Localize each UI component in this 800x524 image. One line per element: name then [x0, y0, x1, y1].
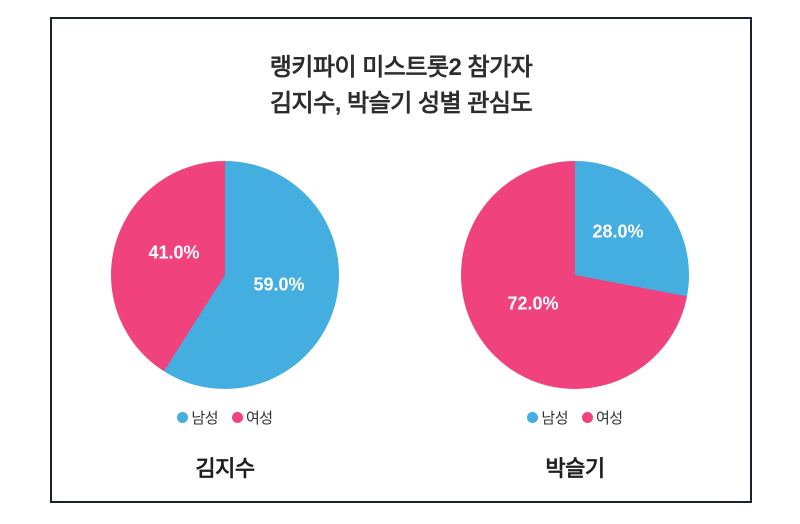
pie-label-male-pct: 28.0%: [592, 221, 644, 242]
pie-kimjisoo: 41.0% 59.0%: [111, 161, 339, 389]
male-legend-dot-icon: [527, 411, 539, 423]
legend-label-female: 여성: [596, 409, 623, 427]
pie-label-female-pct: 41.0%: [148, 242, 200, 263]
legend-label-female: 여성: [246, 409, 273, 427]
male-legend-dot-icon: [177, 411, 189, 423]
pie-parkseulgi: 28.0% 72.0%: [461, 161, 689, 389]
legend-item-female: 여성: [582, 407, 623, 428]
pie-label-male-pct: 59.0%: [253, 274, 305, 295]
chart-title-line1: 랭키파이 미스트롯2 참가자: [269, 54, 533, 81]
pie-label-female-pct: 72.0%: [507, 293, 559, 314]
pie-chart-parkseulgi: 28.0% 72.0% 남성 여성 박슬기: [410, 161, 740, 483]
legend-item-female: 여성: [232, 407, 273, 428]
female-legend-dot-icon: [582, 411, 593, 423]
chart-title: 랭키파이 미스트롯2 참가자 김지수, 박슬기 성별 관심도: [52, 50, 750, 122]
chart-frame: 랭키파이 미스트롯2 참가자 김지수, 박슬기 성별 관심도 41.0% 59.…: [50, 17, 752, 503]
chart-name-parkseulgi: 박슬기: [545, 456, 605, 481]
legend: 남성 여성: [410, 407, 740, 427]
legend-item-male: 남성: [527, 407, 568, 428]
legend: 남성 여성: [60, 407, 390, 427]
pie-chart-kimjisoo: 41.0% 59.0% 남성 여성 김지수: [60, 161, 390, 483]
legend-item-male: 남성: [177, 407, 218, 428]
female-legend-dot-icon: [232, 411, 243, 423]
chart-name-kimjisoo: 김지수: [195, 456, 255, 481]
legend-label-male: 남성: [191, 409, 218, 427]
chart-title-line2: 김지수, 박슬기 성별 관심도: [269, 90, 533, 117]
legend-label-male: 남성: [541, 409, 568, 427]
